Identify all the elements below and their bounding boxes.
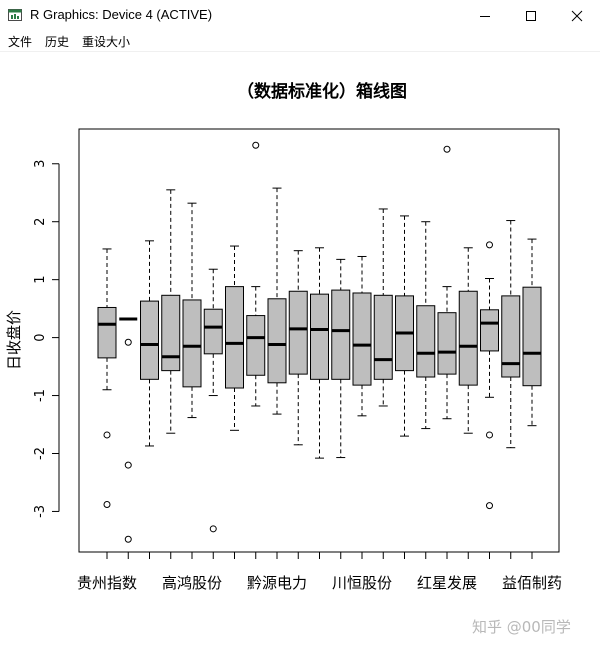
y-tick-label: 0 — [33, 333, 48, 341]
x-tick-label: 黔源电力 — [247, 574, 307, 592]
outlier-point — [124, 338, 132, 346]
box-1 — [97, 248, 117, 508]
outlier-point — [103, 431, 111, 439]
box-iqr — [501, 295, 521, 378]
box-iqr — [225, 286, 244, 389]
box-20 — [501, 220, 521, 449]
box-iqr — [352, 292, 372, 386]
box-iqr — [182, 299, 202, 388]
box-15 — [395, 215, 414, 437]
box-10 — [288, 250, 308, 446]
y-tick-label: 3 — [33, 160, 48, 168]
maximize-button[interactable] — [508, 0, 554, 31]
menu-bar: 文件 历史 重设大小 — [0, 31, 600, 52]
box-7 — [225, 245, 244, 431]
box-4 — [161, 189, 181, 434]
boxes-group — [97, 141, 542, 543]
x-axis: 贵州指数 高鸿股份 黔源电力 川恒股份 红星发展 益佰制药 — [77, 551, 562, 592]
box-17 — [437, 145, 457, 420]
outlier-point — [209, 525, 217, 533]
box-21 — [522, 238, 542, 427]
box-iqr — [288, 290, 308, 375]
box-iqr — [310, 293, 329, 380]
box-13 — [352, 255, 372, 417]
box-19 — [480, 241, 499, 510]
box-5 — [182, 202, 202, 419]
menu-history[interactable]: 历史 — [45, 35, 70, 49]
box-iqr — [331, 289, 351, 380]
box-12 — [331, 258, 351, 459]
r-graphics-app-icon — [8, 9, 22, 21]
y-tick-label: 1 — [33, 276, 48, 284]
outlier-point — [124, 461, 132, 469]
x-tick-label: 益佰制药 — [502, 574, 562, 592]
plot-canvas: （数据标准化）箱线图 -3 -2 -1 0 1 2 3 日收盘价 贵州指数 高鸿股份 黔源电力 川… — [0, 52, 600, 650]
x-tick-label: 贵州指数 — [77, 574, 137, 592]
menu-file[interactable]: 文件 — [8, 35, 33, 49]
close-icon — [571, 10, 583, 21]
close-button[interactable] — [554, 0, 600, 31]
box-18 — [458, 247, 478, 434]
outlier-point — [486, 431, 493, 439]
x-tick-label: 川恒股份 — [332, 574, 392, 592]
boxplot-chart: （数据标准化）箱线图 -3 -2 -1 0 1 2 3 日收盘价 贵州指数 高鸿股份 黔源电力 川… — [5, 81, 562, 592]
box-iqr — [373, 294, 393, 380]
window-titlebar[interactable]: R Graphics: Device 4 (ACTIVE) — [0, 0, 600, 31]
box-11 — [310, 247, 329, 459]
box-iqr — [416, 305, 436, 378]
box-3 — [140, 240, 159, 447]
box-16 — [416, 221, 436, 430]
minimize-button[interactable] — [462, 0, 508, 31]
box-iqr — [267, 298, 287, 384]
maximize-icon — [526, 10, 536, 21]
minimize-icon — [480, 15, 490, 17]
box-iqr — [203, 308, 223, 355]
box-iqr — [437, 312, 457, 375]
y-tick-label: -2 — [33, 447, 48, 460]
box-iqr — [522, 286, 542, 387]
box-iqr — [458, 290, 478, 386]
watermark-text: 知乎 @00同学 — [472, 618, 571, 636]
box-iqr — [246, 315, 266, 376]
x-tick-label: 高鸿股份 — [162, 574, 222, 592]
window-title: R Graphics: Device 4 (ACTIVE) — [30, 7, 213, 22]
y-tick-label: -3 — [33, 505, 48, 518]
box-9 — [267, 187, 287, 415]
outlier-point — [103, 500, 111, 508]
box-8 — [246, 141, 266, 407]
outlier-point — [252, 141, 260, 149]
box-6 — [203, 268, 223, 533]
box-iqr — [161, 294, 181, 372]
y-tick-label: 2 — [33, 218, 48, 226]
x-tick-label: 红星发展 — [417, 574, 477, 592]
box-iqr — [97, 306, 117, 359]
box-14 — [373, 208, 393, 407]
outlier-point — [443, 145, 451, 153]
outlier-point — [124, 535, 132, 543]
y-tick-label: -1 — [33, 389, 48, 402]
outlier-point — [486, 241, 493, 249]
outlier-point — [486, 502, 493, 510]
menu-resize[interactable]: 重设大小 — [82, 35, 131, 49]
box-2 — [119, 317, 138, 543]
y-axis-label: 日收盘价 — [5, 310, 23, 370]
y-axis: -3 -2 -1 0 1 2 3 — [33, 160, 60, 518]
box-iqr — [480, 309, 499, 352]
box-iqr — [140, 300, 159, 380]
chart-title: （数据标准化）箱线图 — [237, 81, 407, 102]
